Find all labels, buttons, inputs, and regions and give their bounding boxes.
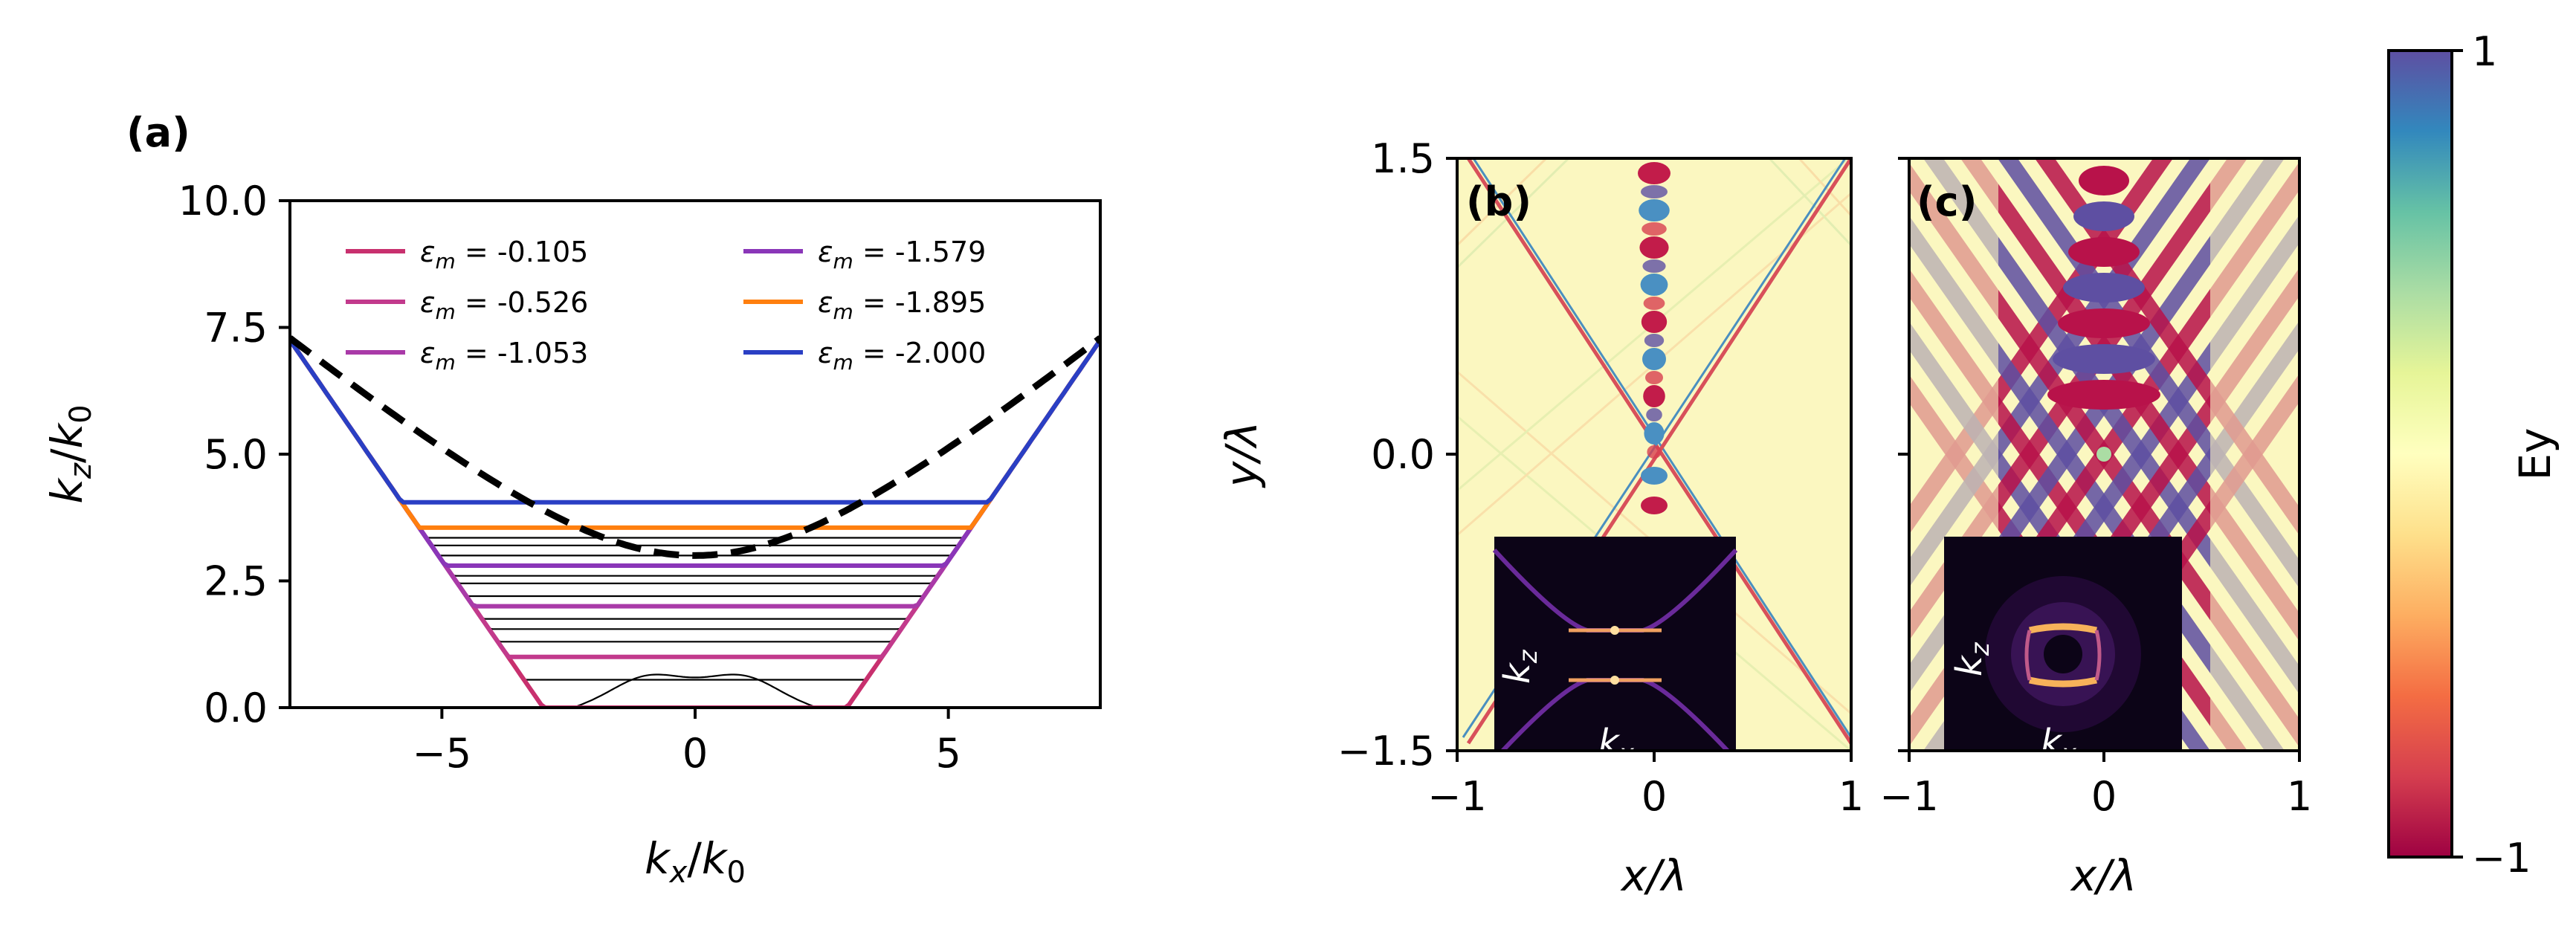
lobe	[2058, 308, 2150, 338]
series-line-5	[290, 338, 1100, 530]
lobe	[2073, 201, 2134, 231]
panel-c-field-map: kx kz	[1909, 158, 2299, 769]
panel-b-lobes	[1638, 162, 1670, 514]
panel-a-ticks: −5 0 5 0.0 2.5 5.0 7.5 10.0	[178, 178, 961, 777]
lobe	[1640, 274, 1668, 296]
lobe	[1641, 467, 1668, 485]
thin-dispersion-curve	[290, 339, 1100, 539]
legend-entry: εm = -2.000	[818, 337, 986, 375]
thin-dispersion-curve	[290, 339, 1100, 630]
panel-a-ylabel: kz/k0	[42, 404, 98, 503]
panel-b-xtick-1: −1	[1427, 773, 1487, 820]
panel-c-xtick-3: 1	[2287, 773, 2312, 820]
panel-b: kx kz (b) 1.5 0.0 −1.5 −1 0 1 x/λ y/λ	[1216, 135, 1864, 901]
panel-c-lobes	[2047, 166, 2160, 462]
lobe	[1639, 199, 1670, 222]
panel-b-label: (b)	[1466, 178, 1531, 225]
lobe	[1638, 162, 1670, 184]
panel-b-field-map: kx kz	[1457, 158, 1851, 769]
panel-a-label: (a)	[126, 109, 190, 156]
panel-c-inset-xlabel: kx	[2041, 722, 2077, 769]
lobe-secondary	[1642, 222, 1667, 236]
panel-a-ytick-label: 7.5	[204, 305, 268, 352]
series-line-2	[290, 338, 1100, 659]
panel-a-xtick-label: 0	[682, 730, 708, 777]
edge-fade-right	[2210, 158, 2299, 751]
colorbar-gradient	[2387, 49, 2453, 859]
colorbar-label: Ey	[2510, 428, 2560, 481]
panel-c-xlabel: x/λ	[2070, 850, 2137, 901]
panel-b-xtick-2: 0	[1642, 773, 1667, 820]
dashed-bound-curve	[290, 335, 1100, 559]
panel-b-xtick-3: 1	[1839, 773, 1864, 820]
panel-c-xtick-2: 0	[2091, 773, 2117, 820]
colorbar: 1 −1 Ey	[2387, 28, 2560, 882]
series-line-4	[290, 338, 1100, 568]
legend-entry: εm = -0.105	[420, 236, 588, 274]
colorbar-tick-min: −1	[2472, 835, 2531, 882]
series-line-6	[290, 338, 1100, 505]
lobe	[1641, 497, 1668, 514]
panel-a-legend: εm = -0.105 εm = -0.526 εm = -1.053 εm = -1…	[346, 236, 986, 375]
center-dot	[2096, 447, 2111, 462]
panel-b-ytick-3: −1.5	[1337, 728, 1435, 775]
legend-entry: εm = -0.526	[420, 286, 588, 324]
diagonal-band	[1909, 158, 2248, 641]
thin-dispersion-curve	[290, 339, 1100, 577]
panel-a-ytick-label: 2.5	[204, 558, 268, 605]
lobe	[1644, 422, 1665, 444]
panel-a-ytick-label: 5.0	[204, 431, 268, 478]
lobe	[2053, 344, 2155, 374]
panel-b-inset-xlabel: kx	[1598, 722, 1635, 769]
lobe	[1642, 348, 1666, 370]
lobe	[2079, 166, 2129, 195]
lobe-secondary	[1645, 371, 1663, 384]
thin-dispersion-curve	[290, 339, 1100, 584]
panel-a-axes-frame	[288, 199, 1102, 709]
diagonal-band	[1960, 268, 2299, 751]
diagonal-band	[1923, 214, 2299, 751]
legend-entry: εm = -1.895	[818, 286, 986, 324]
lobe	[1641, 311, 1668, 333]
panel-a-plot-area	[290, 335, 1100, 708]
lobe	[2047, 380, 2160, 410]
panel-b-ytick-1: 1.5	[1371, 135, 1435, 182]
panel-b-ytick-2: 0.0	[1371, 431, 1435, 478]
diagonal-band	[1909, 158, 2285, 694]
colorbar-tick-max: 1	[2472, 28, 2497, 75]
lobe	[1643, 385, 1665, 407]
panel-b-inset-ylabel: kz	[1497, 649, 1543, 684]
panel-a-ytick-label: 0.0	[204, 685, 268, 731]
panel-a-xtick-label: 5	[935, 730, 961, 777]
lobe-secondary	[1641, 185, 1668, 198]
panel-c: kx kz (c) −1 0 1 x/λ	[1879, 157, 2312, 901]
inner-bump-curve	[573, 673, 817, 708]
lobe	[2068, 237, 2140, 267]
lobe	[2063, 273, 2145, 303]
thin-dispersion-curve	[290, 339, 1100, 557]
panel-c-xtick-1: −1	[1879, 773, 1939, 820]
panel-c-label: (c)	[1917, 178, 1977, 225]
lobe	[1639, 236, 1669, 259]
legend-entry: εm = -1.053	[420, 337, 588, 375]
series-line-1	[290, 338, 1100, 708]
panel-a-ytick-label: 10.0	[178, 178, 268, 224]
panel-a-xlabel: kx/k0	[645, 833, 746, 890]
panel-c-inset: kx kz	[1944, 537, 2182, 769]
panel-b-ylabel: y/λ	[1216, 421, 1267, 488]
panel-c-inset-ylabel: kz	[1949, 641, 1995, 676]
panel-b-xlabel: x/λ	[1620, 850, 1687, 901]
lobe-secondary	[1643, 297, 1665, 310]
legend-entry: εm = -1.579	[818, 236, 986, 274]
thin-dispersion-curve	[290, 339, 1100, 620]
lobe-secondary	[1642, 259, 1666, 273]
panel-b-inset: kx kz	[1492, 537, 1738, 769]
lobe-secondary	[1647, 445, 1662, 459]
panel-a-xtick-label: −5	[413, 730, 472, 777]
lobe-secondary	[1646, 408, 1662, 421]
lobe-secondary	[1644, 334, 1665, 347]
